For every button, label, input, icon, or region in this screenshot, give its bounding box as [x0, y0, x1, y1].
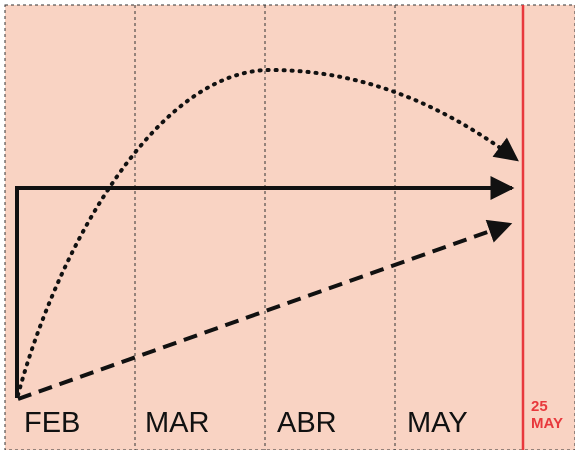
solid-step-arrow [15, 176, 515, 398]
diagram-background [4, 4, 575, 450]
deadline-day-label: 25 [531, 398, 548, 415]
month-label-abr: ABR [277, 407, 337, 439]
month-label-mar: MAR [145, 407, 209, 439]
month-label-may: MAY [407, 407, 468, 439]
month-label-feb: FEB [24, 407, 80, 439]
dotted-curve-arrow [16, 67, 519, 397]
deadline-month-label: MAY [531, 415, 563, 432]
